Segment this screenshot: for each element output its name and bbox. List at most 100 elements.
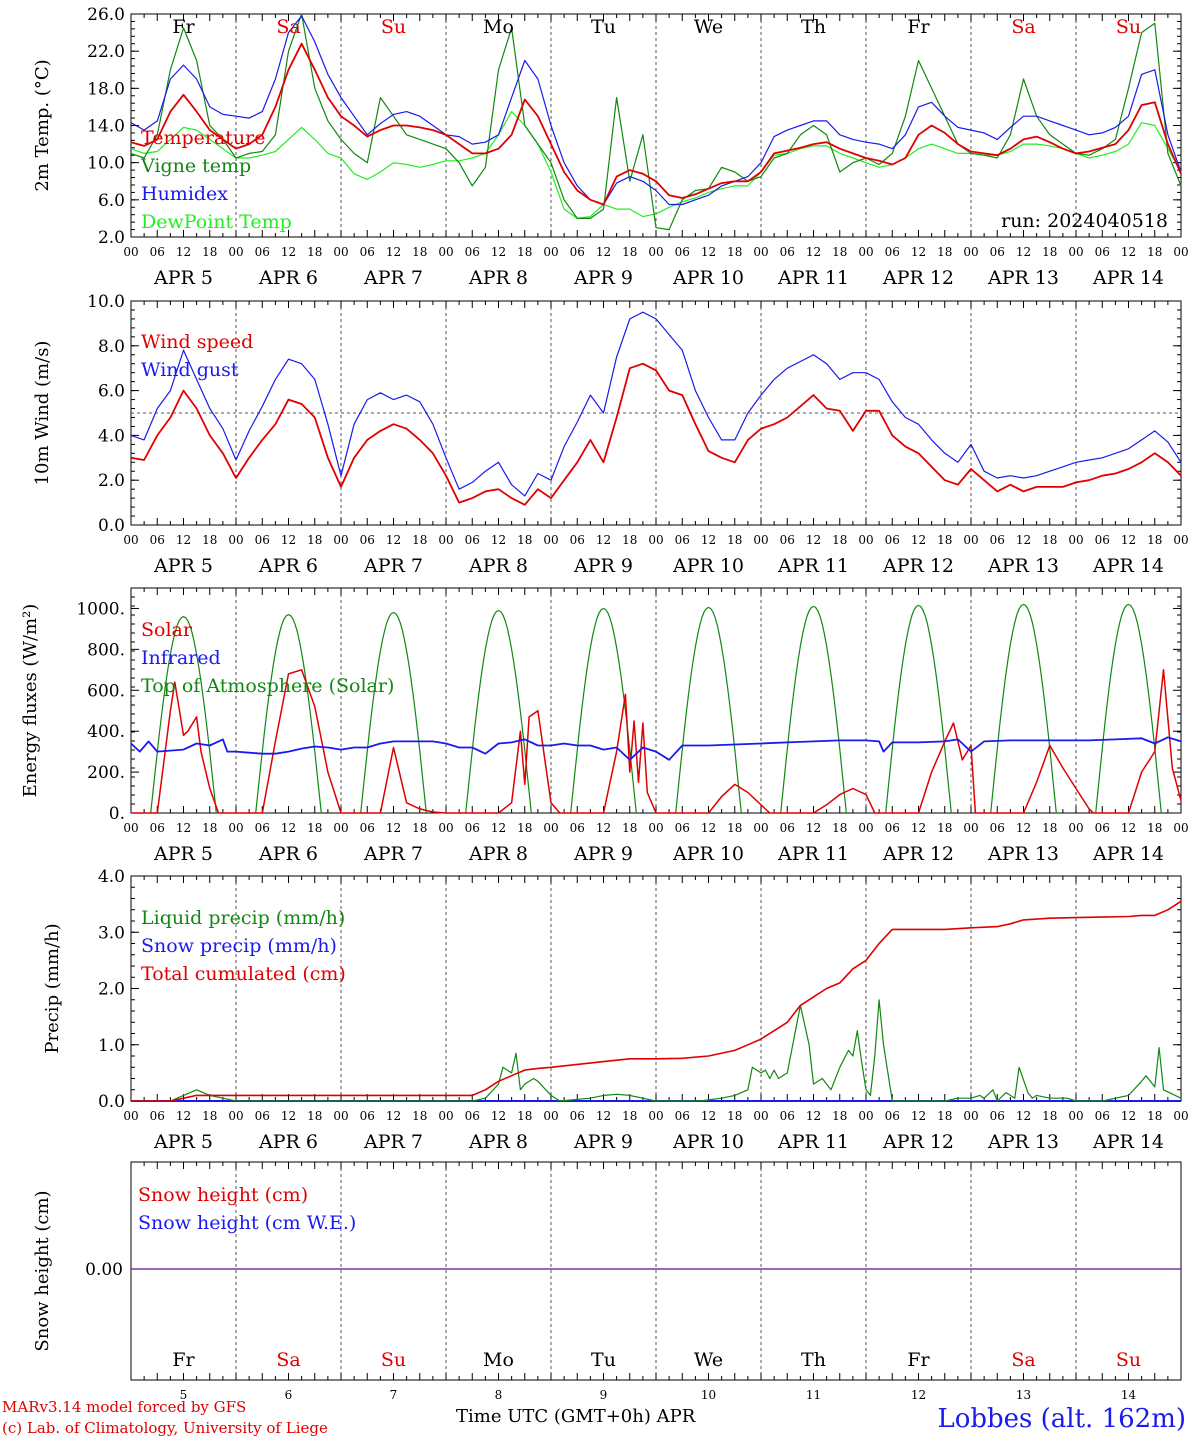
date-label: APR 5 (153, 267, 213, 289)
hour-tick-label: 06 (885, 245, 900, 259)
legend-top-of-atmosphere-solar: Top of Atmosphere (Solar) (141, 675, 394, 697)
hour-tick-label: 12 (911, 1109, 926, 1123)
y-tick-label: 4.0 (98, 426, 125, 446)
date-label: APR 11 (777, 1131, 849, 1153)
hour-tick-label: 12 (386, 821, 401, 835)
hour-tick-label: 00 (963, 821, 978, 835)
toa-curve (465, 609, 532, 814)
y-tick-label: 0.00 (85, 1260, 123, 1280)
y-tick-label: 400. (87, 722, 125, 742)
series-line-liquid-precip (131, 999, 1182, 1102)
date-label: APR 14 (1092, 1131, 1164, 1153)
legend-humidex: Humidex (141, 183, 228, 205)
hour-tick-label: 18 (1147, 821, 1162, 835)
hour-tick-label: 00 (333, 821, 348, 835)
hour-tick-label: 06 (675, 821, 690, 835)
hour-tick-label: 06 (255, 1109, 270, 1123)
y-tick-label: 1000. (76, 599, 125, 619)
hour-tick-label: 06 (570, 533, 585, 547)
legend-vigne-temp: Vigne temp (140, 155, 251, 177)
hour-tick-label: 18 (727, 245, 742, 259)
hour-tick-label: 12 (176, 821, 191, 835)
hour-tick-label: 18 (307, 533, 322, 547)
date-label: APR 7 (363, 843, 423, 865)
hour-tick-label: 18 (832, 245, 847, 259)
hour-tick-label: 00 (753, 533, 768, 547)
date-label: APR 12 (882, 1131, 954, 1153)
hour-tick-label: 00 (963, 1109, 978, 1123)
hour-tick-label: 12 (911, 533, 926, 547)
day-name-label: Fr (907, 1349, 930, 1371)
day-name-label: Sa (276, 1349, 300, 1371)
series-line-dewpoint-temp (130, 110, 1182, 219)
hour-tick-label: 18 (937, 245, 952, 259)
hour-tick-label: 06 (150, 821, 165, 835)
hour-tick-label: 00 (858, 533, 873, 547)
hour-tick-label: 18 (832, 533, 847, 547)
date-label: APR 8 (468, 843, 528, 865)
hour-tick-label: 06 (675, 245, 690, 259)
toa-curve (150, 615, 217, 814)
hour-tick-label: 06 (150, 1109, 165, 1123)
date-label: APR 6 (258, 555, 318, 577)
hour-tick-label: 00 (123, 533, 138, 547)
hour-tick-label: 12 (281, 245, 296, 259)
legend-wind-gust: Wind gust (141, 359, 239, 381)
legend-solar: Solar (141, 619, 193, 641)
hour-tick-label: 00 (543, 1109, 558, 1123)
day-name-label: We (694, 16, 723, 38)
day-name-label: Sa (1011, 1349, 1035, 1371)
date-label: APR 12 (882, 555, 954, 577)
day-name-label: Sa (276, 16, 300, 38)
day-name-label: Tu (591, 16, 616, 38)
hour-tick-label: 18 (202, 821, 217, 835)
hour-tick-label: 18 (202, 533, 217, 547)
day-name-label: Su (1116, 16, 1141, 38)
hour-tick-label: 06 (465, 1109, 480, 1123)
hour-tick-label: 00 (963, 533, 978, 547)
hour-tick-label: 18 (307, 245, 322, 259)
hour-tick-label: 12 (491, 533, 506, 547)
date-label: APR 5 (153, 1131, 213, 1153)
date-label: APR 9 (573, 1131, 633, 1153)
hour-tick-label: 12 (596, 821, 611, 835)
month-label: APR (656, 1406, 696, 1427)
hour-tick-label: 12 (491, 245, 506, 259)
date-label: APR 6 (258, 267, 318, 289)
date-label: APR 13 (987, 1131, 1059, 1153)
hour-tick-label: 00 (333, 245, 348, 259)
hour-tick-label: 18 (307, 821, 322, 835)
hour-tick-label: 12 (1121, 245, 1136, 259)
hour-tick-label: 18 (412, 821, 427, 835)
date-label: APR 5 (153, 843, 213, 865)
hour-tick-label: 18 (1042, 245, 1057, 259)
date-label: APR 10 (672, 1131, 744, 1153)
series-line-vigne-temp (130, 13, 1182, 231)
panel-frame-3 (130, 587, 1182, 814)
y-tick-label: 2.0 (98, 228, 125, 248)
y-axis-label: 2m Temp. (°C) (32, 59, 53, 191)
toa-curve (1095, 603, 1162, 814)
y-tick-label: 4.0 (98, 867, 125, 887)
hour-tick-label: 12 (1121, 533, 1136, 547)
credit-line-2: (c) Lab. of Climatology, University of L… (2, 1419, 328, 1437)
legend-total-cumulated-cm: Total cumulated (cm) (141, 963, 346, 985)
hour-tick-label: 12 (1016, 533, 1031, 547)
date-label: APR 14 (1092, 843, 1164, 865)
day-name-label: Sa (1011, 16, 1035, 38)
hour-tick-label: 00 (123, 245, 138, 259)
y-tick-label: 0.0 (98, 1092, 125, 1112)
hour-tick-label: 06 (990, 245, 1005, 259)
series-line-solar (131, 669, 1182, 814)
hour-tick-label: 12 (806, 533, 821, 547)
hour-tick-label: 00 (963, 245, 978, 259)
hour-tick-label: 06 (360, 245, 375, 259)
hour-tick-label: 00 (1173, 533, 1188, 547)
hour-tick-label: 18 (1147, 1109, 1162, 1123)
hour-tick-label: 00 (333, 1109, 348, 1123)
run-annotation: run: 2024040518 (1001, 210, 1168, 232)
date-label: APR 6 (258, 843, 318, 865)
hour-tick-label: 06 (1095, 533, 1110, 547)
hour-tick-label: 18 (517, 821, 532, 835)
